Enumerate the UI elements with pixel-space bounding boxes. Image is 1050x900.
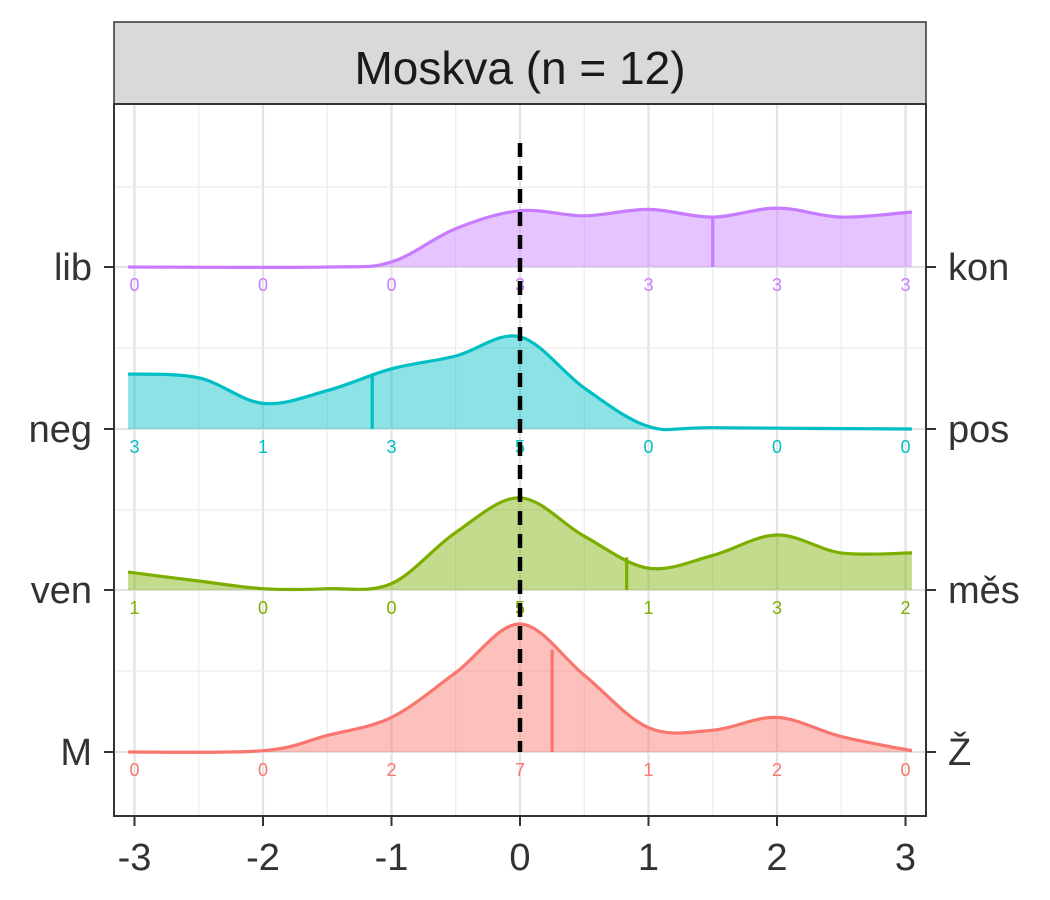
left-category-label: ven: [31, 570, 92, 612]
density-line: [128, 206, 913, 269]
right-category-label: kon: [948, 247, 1009, 289]
count-label: 2: [772, 760, 782, 780]
count-label: 3: [643, 275, 653, 295]
count-label: 0: [386, 598, 396, 618]
left-category-label: lib: [54, 247, 92, 289]
right-category-label: Ž: [948, 731, 971, 774]
count-label: 1: [129, 598, 139, 618]
x-tick-label: 0: [509, 837, 530, 879]
x-tick-label: 1: [638, 837, 659, 879]
x-tick-label: 3: [895, 837, 916, 879]
count-label: 3: [129, 437, 139, 457]
count-label: 0: [258, 275, 268, 295]
x-tick-label: 2: [766, 837, 787, 879]
density-area: [128, 623, 912, 753]
count-label: 0: [129, 275, 139, 295]
density-line: [128, 622, 913, 754]
count-label: 0: [386, 275, 396, 295]
count-label: 3: [772, 275, 782, 295]
count-label: 1: [258, 437, 268, 457]
count-label: 0: [258, 598, 268, 618]
left-category-label: M: [60, 732, 92, 774]
count-label: 3: [772, 598, 782, 618]
count-label: 0: [900, 760, 910, 780]
chart-title: Moskva (n = 12): [354, 42, 685, 94]
count-label: 0: [129, 760, 139, 780]
x-tick-label: -2: [246, 837, 280, 879]
x-tick-label: -3: [118, 837, 152, 879]
count-label: 0: [900, 437, 910, 457]
count-label: 2: [900, 598, 910, 618]
facet-strip-background: [113, 21, 927, 105]
count-label: 1: [643, 598, 653, 618]
density-line: [128, 334, 912, 432]
left-category-label: neg: [29, 409, 92, 451]
right-category-label: měs: [948, 570, 1020, 612]
count-label: 1: [643, 760, 653, 780]
right-category-label: pos: [948, 409, 1009, 451]
count-label: 7: [515, 760, 525, 780]
x-tick-label: -1: [375, 837, 409, 879]
facet-strip: Moskva (n = 12): [113, 21, 927, 105]
count-label: 0: [258, 760, 268, 780]
count-label: 0: [772, 437, 782, 457]
count-label: 3: [900, 275, 910, 295]
count-label: 3: [386, 437, 396, 457]
count-label: 2: [386, 760, 396, 780]
count-label: 0: [643, 437, 653, 457]
